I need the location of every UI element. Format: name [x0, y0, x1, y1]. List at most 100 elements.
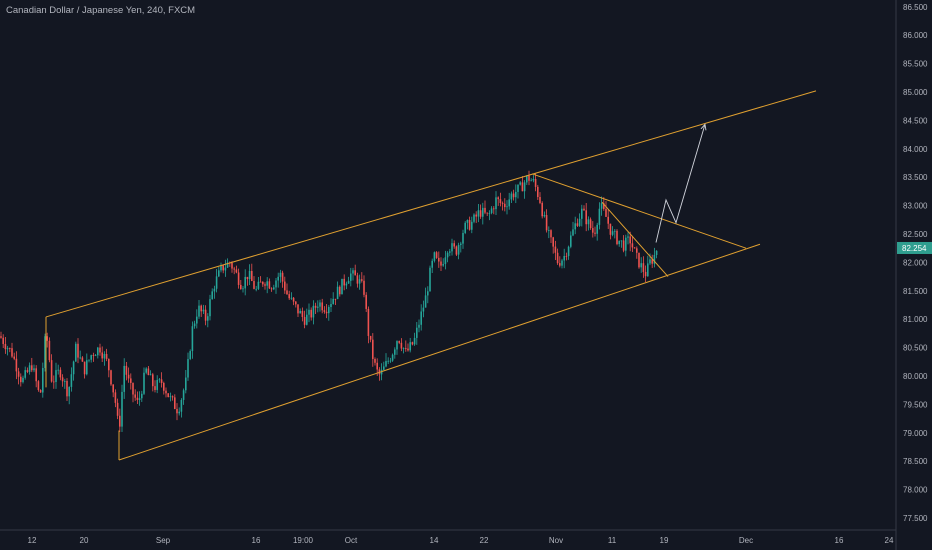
- price-axis[interactable]: 86.500 86.000 85.500 85.000 84.500 84.000 83.5…: [903, 3, 928, 523]
- candle-body: [495, 197, 497, 210]
- candle-body: [325, 311, 328, 314]
- x-tick-label: Nov: [549, 536, 563, 545]
- candle-body: [127, 374, 130, 379]
- candle-body: [365, 294, 367, 309]
- candle-body: [350, 273, 352, 281]
- candle-body: [312, 305, 315, 318]
- candle-body: [339, 286, 341, 295]
- candle-body: [625, 237, 627, 251]
- candle-body: [545, 214, 548, 231]
- candle-body: [611, 231, 614, 235]
- x-tick-label: 16: [835, 536, 844, 545]
- candle-body: [105, 353, 108, 359]
- candle-body: [497, 197, 499, 200]
- candle-body: [429, 267, 431, 292]
- candle-body: [200, 305, 202, 312]
- candle-body: [347, 280, 350, 284]
- candle-body: [130, 378, 132, 383]
- candle-body: [402, 348, 405, 349]
- candle-body: [68, 386, 70, 397]
- last-price-badge: 82.254: [897, 241, 932, 254]
- candle-body: [81, 357, 84, 362]
- x-tick-label: 20: [80, 536, 89, 545]
- candle-body: [451, 243, 453, 252]
- candle-body: [655, 250, 658, 255]
- candle-body: [416, 327, 418, 338]
- candle-body: [189, 351, 191, 360]
- candle-body: [361, 279, 363, 281]
- candle-body: [627, 236, 629, 238]
- candle-body: [442, 264, 444, 266]
- y-tick-label: 85.000: [903, 88, 928, 97]
- candle-body: [24, 370, 26, 378]
- y-tick-label: 78.500: [903, 457, 928, 466]
- candle-body: [92, 355, 95, 356]
- candle-body: [321, 302, 323, 311]
- time-axis[interactable]: 12 20 Sep 16 19:00 Oct 14 22 Nov 11 19 Dec 16 24: [28, 536, 894, 545]
- candle-body: [66, 380, 68, 397]
- candle-body: [301, 310, 304, 317]
- candle-body: [616, 230, 618, 245]
- candle-body: [486, 212, 488, 214]
- candle-body: [332, 298, 334, 304]
- y-tick-label: 80.000: [903, 372, 928, 381]
- y-tick-label: 77.500: [903, 514, 928, 523]
- candle-body: [31, 365, 33, 371]
- candle-body: [273, 287, 275, 290]
- candle-body: [64, 380, 66, 382]
- candle-body: [79, 357, 81, 359]
- candle-body: [396, 341, 398, 350]
- projection-path: [655, 124, 706, 243]
- candle-body: [152, 374, 154, 387]
- candle-body: [222, 265, 224, 271]
- candle-body: [123, 365, 125, 392]
- candle-body: [28, 365, 31, 372]
- candle-body: [462, 232, 464, 244]
- candle-body: [363, 280, 365, 295]
- candle-body: [596, 224, 598, 234]
- candle-body: [475, 214, 477, 217]
- y-tick-label: 83.000: [903, 202, 928, 211]
- candle-body: [174, 397, 176, 409]
- candle-body: [620, 240, 623, 242]
- candle-body: [90, 355, 92, 360]
- candle-body: [578, 218, 581, 226]
- candle-body: [11, 348, 13, 357]
- candle-body: [385, 361, 387, 367]
- x-tick-label: 11: [608, 536, 617, 545]
- candle-body: [22, 377, 24, 383]
- candle-body: [409, 342, 411, 351]
- candle-body: [48, 340, 51, 361]
- candle-body: [110, 370, 112, 385]
- candle-body: [262, 281, 264, 285]
- candle-body: [477, 210, 480, 217]
- candle-body: [288, 294, 290, 299]
- candle-body: [642, 263, 645, 272]
- candle-body: [77, 343, 79, 358]
- candle-body: [605, 208, 607, 217]
- candle-body: [372, 339, 374, 359]
- candle-body: [383, 366, 385, 370]
- candle-body: [163, 382, 165, 391]
- candle-body: [517, 184, 519, 192]
- candle-body: [310, 309, 312, 318]
- candle-body: [649, 259, 651, 264]
- candle-body: [125, 365, 128, 375]
- candle-body: [490, 208, 493, 213]
- x-tick-label: 22: [480, 536, 489, 545]
- candle-body: [145, 368, 147, 373]
- candle-body: [308, 309, 310, 315]
- candle-body: [512, 193, 515, 198]
- candle-body: [431, 260, 433, 268]
- candle-body: [97, 347, 99, 356]
- candle-body: [149, 374, 152, 376]
- candle-body: [108, 358, 110, 371]
- candle-body: [394, 349, 396, 355]
- candle-body: [389, 360, 392, 362]
- candle-body: [413, 337, 416, 345]
- candle-body: [528, 175, 530, 181]
- candle-body: [455, 246, 458, 255]
- candle-body: [242, 288, 244, 290]
- candle-body: [299, 310, 301, 314]
